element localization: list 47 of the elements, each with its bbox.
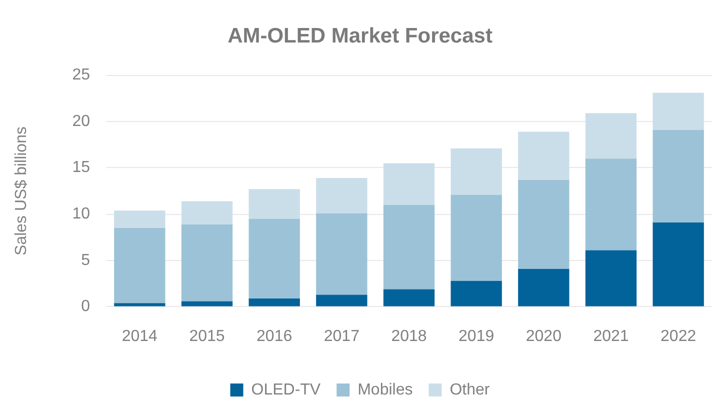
bar: [383, 204, 435, 290]
bar: [652, 130, 704, 222]
bar: [585, 250, 637, 306]
y-tick-label: 20: [72, 112, 90, 130]
bar: [181, 201, 233, 224]
chart-title: AM-OLED Market Forecast: [228, 24, 492, 48]
legend-label: Mobiles: [358, 381, 413, 398]
bar: [652, 222, 704, 306]
legend-label: Other: [450, 381, 490, 398]
y-tick-label: 0: [81, 298, 90, 316]
x-tick-label: 2017: [324, 328, 360, 345]
bar: [316, 178, 368, 214]
x-tick-label: 2021: [593, 328, 629, 345]
x-tick-label: 2016: [256, 328, 292, 345]
bar: [248, 298, 300, 306]
bar: [585, 158, 637, 250]
bar: [450, 280, 502, 306]
bar: [652, 92, 704, 130]
bar: [248, 218, 300, 298]
bar: [450, 194, 502, 281]
x-tick-label: 2015: [189, 328, 225, 345]
y-tick-label: 15: [72, 159, 90, 176]
bar: [181, 301, 233, 306]
bar: [518, 132, 570, 180]
x-tick-label: 2022: [660, 328, 696, 345]
y-tick-label: 25: [72, 66, 90, 84]
x-tick-label: 2018: [391, 328, 427, 345]
bar: [114, 228, 166, 304]
x-tick-label: 2020: [526, 328, 562, 345]
x-tick-label: 2014: [122, 328, 158, 345]
bar: [518, 180, 570, 269]
bar: [383, 163, 435, 205]
bar: [114, 210, 166, 228]
bar: [316, 294, 368, 306]
legend-label: OLED-TV: [251, 381, 321, 398]
bar: [450, 148, 502, 195]
bar: [114, 303, 166, 306]
bar: [518, 268, 570, 306]
bar: [181, 224, 233, 302]
y-tick-label: 10: [72, 206, 90, 223]
bar: [383, 289, 435, 306]
y-tick-label: 5: [81, 252, 90, 269]
x-tick-label: 2019: [458, 328, 494, 345]
bar: [585, 113, 637, 159]
y-axis-title: Sales US$ billions: [13, 126, 30, 256]
bar: [316, 213, 368, 295]
bar: [248, 189, 300, 219]
